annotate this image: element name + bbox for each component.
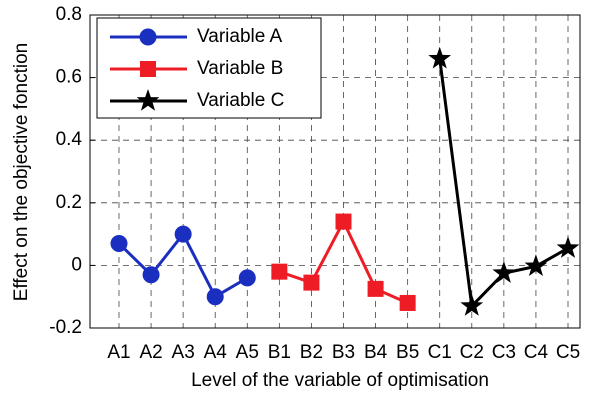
- x-tick-label: B4: [364, 342, 388, 363]
- x-tick-label: B2: [300, 342, 323, 363]
- marker: [110, 234, 128, 252]
- x-tick-label: A2: [139, 342, 162, 363]
- legend-label: Variable B: [197, 58, 283, 79]
- legend-label: Variable C: [197, 90, 284, 111]
- x-axis-label: Level of the variable of optimisation: [191, 370, 489, 391]
- x-tick-label: A4: [204, 342, 228, 363]
- x-tick-label: A5: [236, 342, 259, 363]
- marker: [367, 280, 384, 297]
- x-tick-label: C1: [428, 342, 452, 363]
- marker: [206, 288, 224, 306]
- marker: [460, 294, 484, 316]
- x-tick-label: A3: [172, 342, 195, 363]
- marker: [303, 274, 320, 291]
- x-tick-label: B3: [332, 342, 355, 363]
- y-tick-label: 0.8: [56, 4, 82, 25]
- y-axis-label: Effect on the objective fonction: [11, 43, 32, 301]
- marker: [142, 266, 160, 284]
- x-tick-label: C5: [556, 342, 580, 363]
- plot-frame: [89, 14, 581, 329]
- y-tick-label: 0: [71, 254, 82, 275]
- marker: [238, 269, 256, 287]
- y-tick-label: -0.2: [49, 317, 82, 338]
- marker: [556, 236, 580, 258]
- marker: [524, 254, 548, 276]
- marker: [136, 89, 160, 111]
- marker: [428, 46, 452, 69]
- x-tick-label: A1: [107, 342, 130, 363]
- marker: [399, 294, 416, 311]
- marker: [140, 61, 156, 77]
- x-tick-label: C2: [460, 342, 484, 363]
- y-tick-label: 0.6: [56, 67, 82, 88]
- marker: [139, 28, 157, 46]
- marker: [174, 225, 192, 243]
- x-tick-label: B1: [268, 342, 291, 363]
- marker: [271, 263, 288, 280]
- legend-label: Variable A: [197, 26, 283, 47]
- marker: [492, 261, 516, 283]
- marker: [335, 213, 352, 230]
- y-tick-label: 0.2: [56, 192, 82, 213]
- y-tick-label: 0.4: [56, 129, 83, 150]
- x-tick-label: C4: [524, 342, 549, 363]
- x-tick-label: C3: [492, 342, 516, 363]
- x-tick-label: B5: [396, 342, 419, 363]
